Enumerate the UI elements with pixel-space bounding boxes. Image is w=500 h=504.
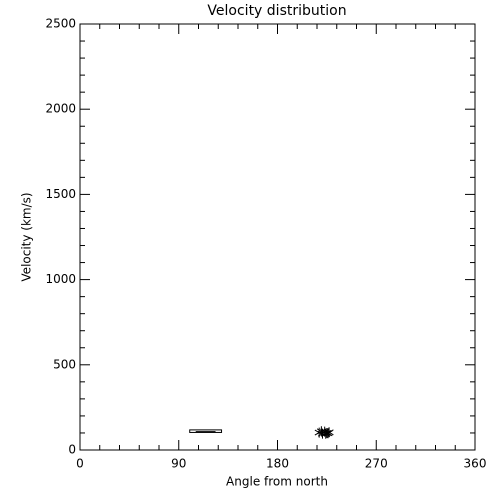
y-tick-label: 2000	[45, 102, 76, 116]
y-tick-label: 1500	[45, 187, 76, 201]
x-tick-label: 90	[171, 457, 186, 471]
y-tick-label: 1000	[45, 272, 76, 286]
x-tick-label: 270	[365, 457, 388, 471]
point	[321, 428, 331, 439]
point	[323, 428, 333, 439]
x-tick-label: 180	[266, 457, 289, 471]
y-tick-label: 0	[68, 443, 76, 457]
y-tick-label: 2500	[45, 17, 76, 31]
x-tick-label: 360	[464, 457, 487, 471]
x-tick-label: 0	[76, 457, 84, 471]
y-tick-label: 500	[53, 357, 76, 371]
box	[189, 429, 223, 433]
x-axis-label: Angle from north	[226, 475, 328, 489]
y-axis-label: Velocity (km/s)	[20, 192, 34, 281]
chart-title: Velocity distribution	[207, 3, 346, 19]
